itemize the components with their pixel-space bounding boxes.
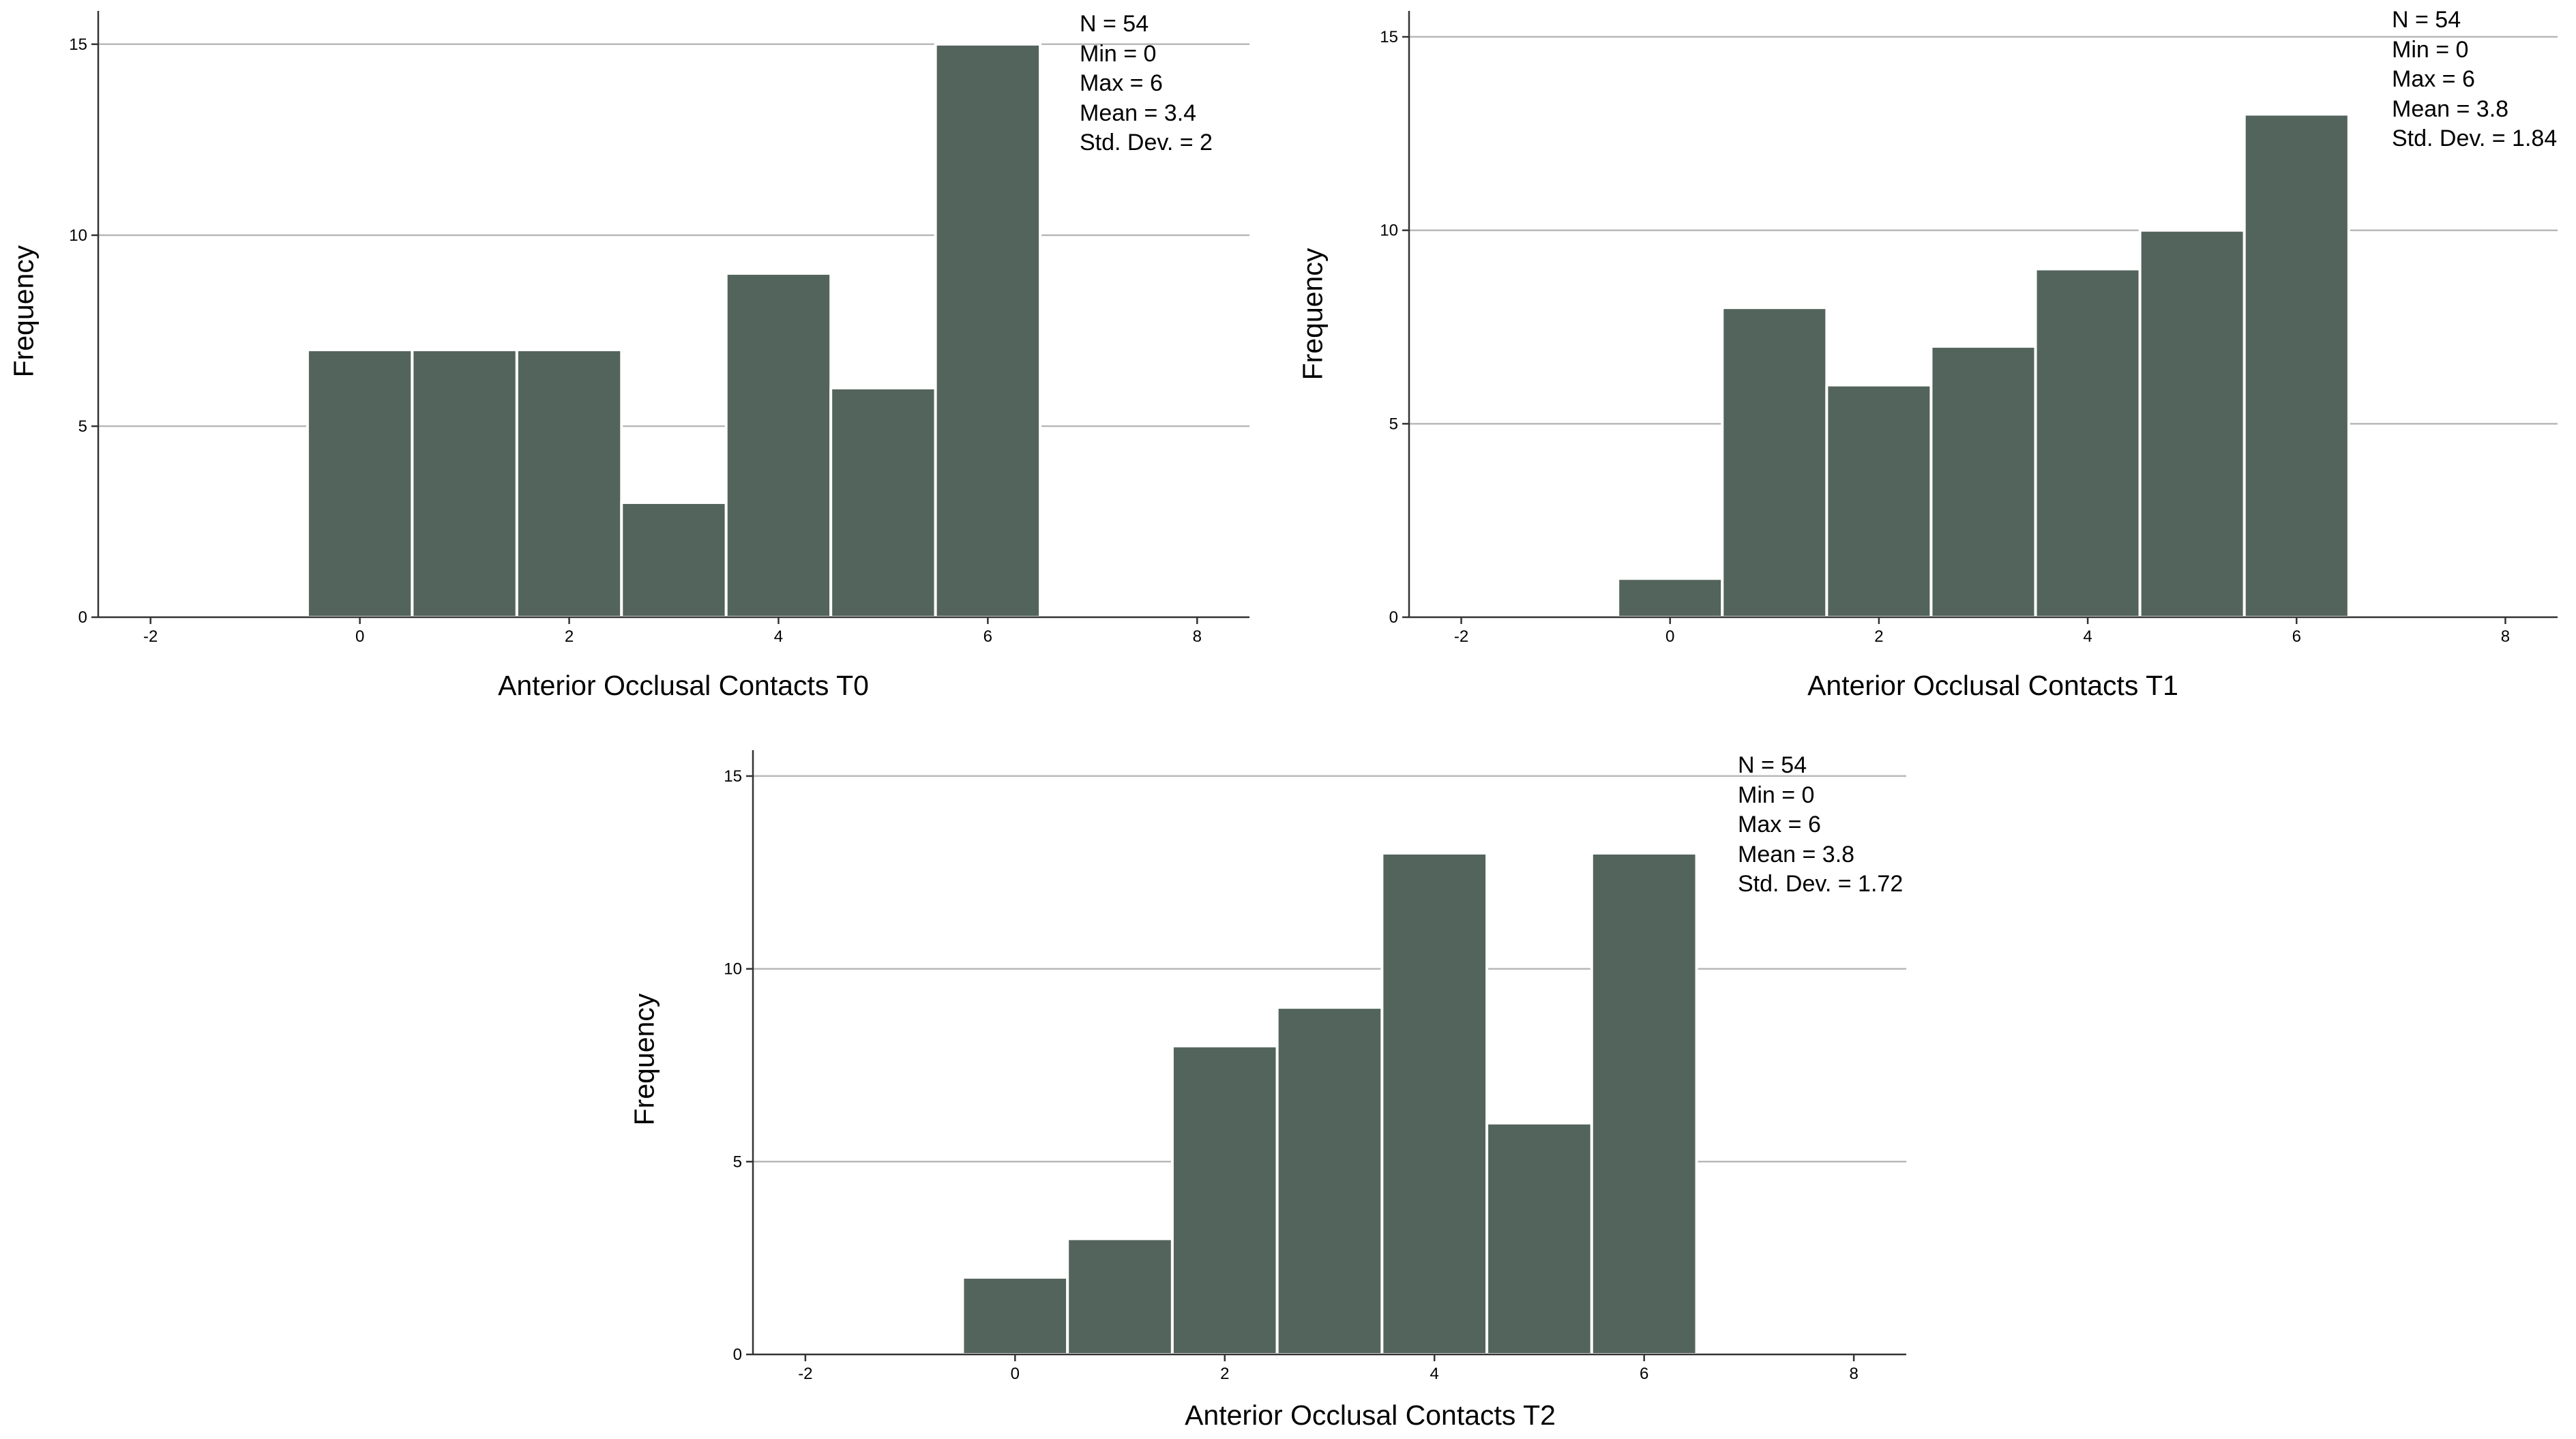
y-tick-label: 15 xyxy=(724,767,742,786)
stat-n: N = 54 xyxy=(1080,11,1149,37)
histogram-bar xyxy=(2034,267,2142,619)
histogram-panel-t2: 0 5 10 15 -2 0 2 4 6 8 Frequency Anterior Occlusa… xyxy=(629,743,1930,1439)
histogram-plot-t2: 0 5 10 15 -2 0 2 4 6 8 xyxy=(724,750,1906,1383)
histogram-bar xyxy=(829,386,937,619)
x-tick-label: 2 xyxy=(1874,627,1883,646)
stat-min: Min = 0 xyxy=(1080,40,1157,67)
x-tick-label: 4 xyxy=(774,627,783,646)
y-tick-label: 15 xyxy=(69,35,87,54)
stat-std-dev: Std. Dev. = 1.72 xyxy=(1738,871,1904,897)
histogram-bar xyxy=(515,348,623,619)
stat-mean: Mean = 3.8 xyxy=(1738,841,1855,867)
x-tick-label: 0 xyxy=(1665,627,1674,646)
stat-mean: Mean = 3.4 xyxy=(1080,100,1197,126)
stat-std-dev: Std. Dev. = 2 xyxy=(1080,130,1213,155)
x-tick-label: 6 xyxy=(1640,1365,1648,1383)
x-tick-label: 2 xyxy=(565,627,574,646)
stat-min: Min = 0 xyxy=(2392,36,2469,63)
stats-box: N = 54 Min = 0 Max = 6 Mean = 3.4 Std. D… xyxy=(1080,10,1213,158)
x-axis-label: Anterior Occlusal Contacts T0 xyxy=(498,670,869,701)
y-tick-label: 0 xyxy=(733,1346,742,1364)
y-tick-label: 0 xyxy=(1389,608,1398,627)
y-tick-label: 10 xyxy=(724,960,742,979)
histogram-bar xyxy=(1275,1006,1384,1356)
x-tick-label: 4 xyxy=(2083,627,2092,646)
histogram-bar xyxy=(306,348,414,619)
x-axis-label: Anterior Occlusal Contacts T2 xyxy=(1185,1399,1556,1431)
y-tick-label: 15 xyxy=(1380,28,1398,46)
y-axis-label: Frequency xyxy=(8,245,40,378)
y-tick-label: 5 xyxy=(78,417,87,436)
histogram-bar xyxy=(1485,1121,1593,1356)
x-tick-label: 2 xyxy=(1220,1365,1229,1383)
stat-n: N = 54 xyxy=(1738,752,1807,778)
x-tick-label: 0 xyxy=(355,627,364,646)
stat-n: N = 54 xyxy=(2392,7,2461,33)
y-tick-label: 5 xyxy=(1389,415,1398,433)
x-tick-label: 8 xyxy=(2501,627,2510,646)
x-tick-label: 8 xyxy=(1193,627,1202,646)
y-axis-label: Frequency xyxy=(1297,248,1329,381)
histogram-bar xyxy=(961,1275,1069,1356)
x-tick-label: 4 xyxy=(1430,1365,1439,1383)
x-tick-label: -2 xyxy=(798,1365,812,1383)
y-axis-label: Frequency xyxy=(628,993,660,1126)
x-tick-label: 6 xyxy=(983,627,992,646)
x-tick-label: 8 xyxy=(1849,1365,1858,1383)
histogram-bar xyxy=(411,348,518,619)
histogram-panel-t0: 0 5 10 15 -2 0 2 4 6 8 Frequency Anterior Occlusa… xyxy=(0,0,1282,723)
histogram-bar xyxy=(1590,852,1698,1356)
histogram-bar xyxy=(2138,228,2246,619)
x-tick-label: 0 xyxy=(1011,1365,1020,1383)
histogram-panel-t1: 0 5 10 15 -2 0 2 4 6 8 Frequency Anterior Occlusa… xyxy=(1296,0,2576,723)
histogram-bar xyxy=(724,271,833,619)
stat-max: Max = 6 xyxy=(2392,66,2475,92)
histogram-plot-t0: 0 5 10 15 -2 0 2 4 6 8 xyxy=(69,11,1249,646)
stats-box: N = 54 Min = 0 Max = 6 Mean = 3.8 Std. D… xyxy=(2392,5,2557,154)
x-tick-label: -2 xyxy=(1454,627,1468,646)
stat-max: Max = 6 xyxy=(1080,70,1163,96)
stat-max: Max = 6 xyxy=(1738,812,1821,837)
y-tick-label: 5 xyxy=(733,1153,742,1171)
histogram-bar xyxy=(1929,344,2037,619)
histogram-bar xyxy=(620,501,728,619)
stat-std-dev: Std. Dev. = 1.84 xyxy=(2392,125,2558,151)
histogram-bar xyxy=(1380,852,1489,1356)
stat-min: Min = 0 xyxy=(1738,782,1815,808)
y-tick-label: 10 xyxy=(1380,222,1398,240)
histogram-bar xyxy=(1825,383,1933,619)
histogram-bar xyxy=(2242,113,2350,619)
histogram-bar xyxy=(1066,1237,1174,1356)
histogram-plot-t1: 0 5 10 15 -2 0 2 4 6 8 xyxy=(1380,11,2558,646)
x-tick-label: 6 xyxy=(2292,627,2301,646)
y-tick-label: 0 xyxy=(78,608,87,627)
stats-box: N = 54 Min = 0 Max = 6 Mean = 3.8 Std. D… xyxy=(1738,751,1903,900)
stat-mean: Mean = 3.8 xyxy=(2392,95,2509,122)
histogram-bar xyxy=(934,42,1042,619)
y-tick-label: 10 xyxy=(69,226,87,245)
histogram-bar xyxy=(1616,577,1724,619)
histogram-bar xyxy=(1170,1044,1279,1356)
x-axis-label: Anterior Occlusal Contacts T1 xyxy=(1807,670,2178,701)
x-tick-label: -2 xyxy=(143,627,158,646)
histogram-bar xyxy=(1721,306,1829,619)
